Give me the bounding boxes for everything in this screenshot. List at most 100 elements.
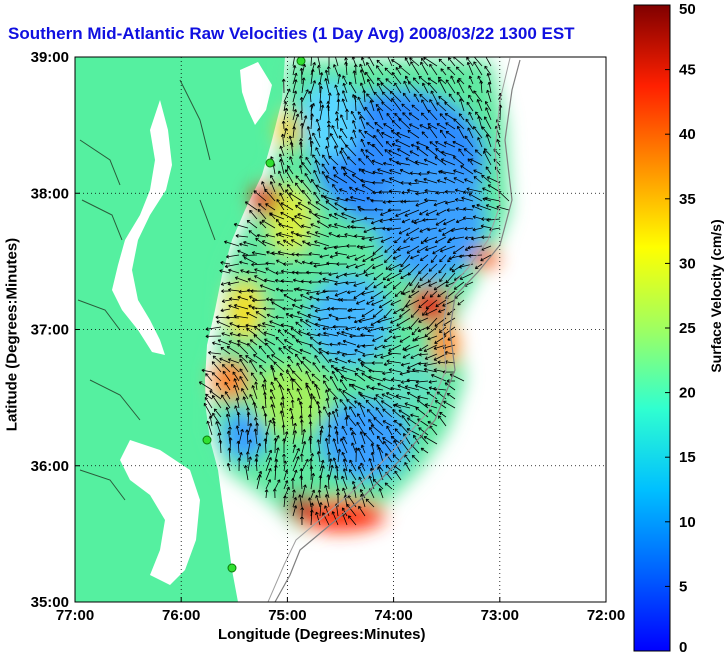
velocity-arrow bbox=[420, 112, 429, 121]
velocity-arrow bbox=[313, 263, 330, 268]
velocity-arrow bbox=[410, 353, 420, 359]
velocity-arrow bbox=[406, 378, 420, 383]
velocity-arrow bbox=[340, 375, 357, 382]
velocity-arrow bbox=[436, 391, 447, 400]
velocity-arrow bbox=[273, 361, 285, 373]
velocity-arrow bbox=[341, 90, 348, 103]
velocity-arrow bbox=[271, 251, 285, 256]
velocity-arrow bbox=[418, 317, 429, 323]
velocity-arrow bbox=[275, 336, 285, 346]
velocity-arrow bbox=[360, 493, 366, 508]
velocity-arrow bbox=[462, 216, 474, 221]
velocity-arrow bbox=[274, 447, 280, 463]
velocity-arrow bbox=[411, 218, 420, 223]
velocity-arrow bbox=[314, 213, 330, 220]
velocity-arrow bbox=[254, 275, 267, 283]
colorbar-label: Surface Velocity (cm/s) bbox=[708, 219, 724, 373]
velocity-arrow bbox=[299, 319, 312, 328]
velocity-arrow bbox=[247, 423, 253, 436]
velocity-arrow bbox=[364, 130, 375, 139]
velocity-arrow bbox=[211, 395, 222, 409]
velocity-arrow bbox=[222, 370, 231, 382]
colorbar-tick-label: 15 bbox=[679, 449, 696, 466]
velocity-arrow bbox=[308, 210, 321, 220]
velocity-arrow bbox=[298, 141, 303, 157]
velocity-arrow bbox=[437, 179, 447, 184]
x-axis-label: Longitude (Degrees:Minutes) bbox=[218, 626, 426, 643]
bathymetry-contours bbox=[274, 59, 521, 602]
station-marker bbox=[296, 57, 306, 66]
velocity-arrow bbox=[481, 126, 492, 139]
velocity-arrow bbox=[377, 168, 393, 175]
velocity-arrow bbox=[256, 474, 262, 490]
velocity-arrow bbox=[292, 497, 297, 508]
velocity-arrow bbox=[418, 299, 429, 309]
velocity-arrow bbox=[250, 372, 258, 382]
velocity-arrow bbox=[325, 351, 339, 355]
velocity-arrow bbox=[305, 385, 312, 400]
velocity-arrow bbox=[256, 442, 262, 454]
velocity-arrow bbox=[317, 57, 321, 67]
velocity-arrow bbox=[290, 239, 303, 247]
velocity-arrow bbox=[300, 179, 312, 193]
velocity-arrow bbox=[486, 72, 492, 85]
velocity-arrow bbox=[321, 365, 330, 373]
velocity-arrow bbox=[372, 143, 384, 157]
velocity-arrow bbox=[409, 171, 420, 176]
velocity-arrow bbox=[367, 78, 375, 94]
velocity-arrow bbox=[326, 104, 330, 121]
velocity-arrow bbox=[313, 169, 321, 184]
velocity-arrow bbox=[474, 263, 483, 270]
velocity-arrow bbox=[295, 339, 312, 346]
velocity-arrow bbox=[346, 415, 357, 427]
velocity-arrow bbox=[468, 94, 474, 103]
velocity-arrow bbox=[388, 158, 402, 166]
colorbar-tick-label: 50 bbox=[679, 1, 696, 18]
velocity-arrow bbox=[346, 156, 357, 166]
velocity-arrow bbox=[430, 90, 438, 103]
velocity-arrow bbox=[206, 420, 213, 436]
velocity-arrow bbox=[316, 220, 330, 229]
velocity-arrow bbox=[235, 397, 240, 409]
velocity-arrow bbox=[315, 147, 321, 157]
velocity-arrow bbox=[251, 385, 258, 400]
velocity-arrow bbox=[228, 426, 232, 435]
y-axis: 39:00 38:00 37:00 36:00 35:00 bbox=[31, 49, 80, 611]
velocity-arrow bbox=[329, 254, 339, 259]
velocity-arrow bbox=[292, 444, 297, 454]
velocity-arrow bbox=[346, 503, 357, 517]
velocity-arrow bbox=[336, 350, 348, 355]
velocity-arrow bbox=[265, 342, 276, 355]
station-marker bbox=[227, 563, 237, 573]
velocity-arrow bbox=[413, 434, 420, 445]
velocity-arrow bbox=[353, 317, 366, 324]
velocity-arrow bbox=[458, 113, 465, 121]
velocity-arrow bbox=[336, 262, 348, 266]
velocity-arrow bbox=[327, 411, 332, 427]
velocity-arrow bbox=[358, 207, 375, 212]
velocity-arrow bbox=[279, 372, 285, 382]
velocity-arrow bbox=[468, 85, 474, 94]
velocity-arrow bbox=[388, 149, 402, 157]
velocity-arrow bbox=[406, 245, 420, 254]
velocity-arrow bbox=[265, 233, 276, 238]
velocity-arrow bbox=[364, 106, 375, 121]
velocity-arrow bbox=[372, 170, 384, 175]
velocity-arrow bbox=[370, 218, 384, 225]
velocity-arrow bbox=[355, 299, 366, 305]
velocity-arrow bbox=[269, 320, 285, 328]
velocity-arrow bbox=[255, 237, 267, 247]
velocity-arrow bbox=[368, 375, 384, 382]
velocity-arrow bbox=[221, 394, 231, 409]
velocity-arrow bbox=[239, 260, 249, 265]
velocity-arrow bbox=[269, 212, 285, 220]
velocity-arrow bbox=[395, 160, 411, 166]
x-tick-label: 75:00 bbox=[268, 607, 306, 624]
velocity-arrow bbox=[455, 218, 465, 224]
colorbar-tick-label: 20 bbox=[679, 385, 696, 402]
velocity-arrow bbox=[383, 440, 393, 454]
velocity-arrow bbox=[359, 63, 366, 76]
velocity-arrow bbox=[357, 447, 366, 463]
velocity-arrow bbox=[382, 377, 393, 382]
velocity-arrow bbox=[345, 144, 357, 157]
